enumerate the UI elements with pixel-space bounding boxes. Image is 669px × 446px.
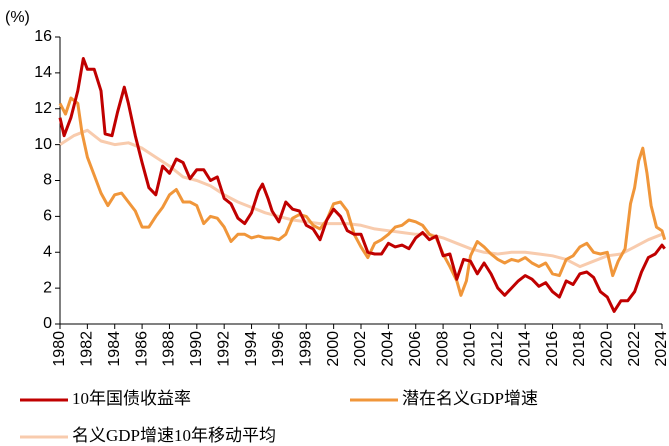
x-tick-label: 1994 [243, 331, 260, 367]
x-tick-label: 2002 [352, 331, 369, 367]
x-tick-label: 2004 [380, 331, 397, 367]
legend-label: 名义GDP增速10年移动平均 [72, 426, 276, 445]
x-tick-label: 2016 [544, 331, 561, 367]
series-line [58, 57, 666, 313]
x-tick-label: 1984 [106, 331, 123, 367]
x-tick-label: 2014 [516, 331, 533, 367]
x-tick-label: 2018 [571, 331, 588, 367]
x-tick-label: 2012 [489, 331, 506, 367]
series-line [59, 128, 663, 269]
legend-label: 潜在名义GDP增速 [402, 389, 538, 408]
y-tick-label: 6 [43, 208, 52, 225]
y-tick-label: 2 [43, 279, 52, 296]
x-tick-label: 1988 [161, 331, 178, 367]
x-tick-label: 2022 [626, 331, 643, 367]
x-tick-label: 1986 [133, 331, 150, 367]
x-tick-label: 1982 [79, 331, 96, 367]
y-tick-label: 14 [34, 64, 52, 81]
y-tick-label: 8 [43, 172, 52, 189]
x-tick-label: 2020 [598, 331, 615, 367]
y-tick-label: 4 [43, 243, 52, 260]
y-tick-label: 10 [34, 136, 52, 153]
x-tick-label: 2024 [653, 331, 669, 367]
x-tick-label: 1992 [215, 331, 232, 367]
legend-label: 10年国债收益率 [72, 389, 191, 408]
x-tick-label: 1990 [188, 331, 205, 367]
x-tick-label: 2000 [325, 331, 342, 367]
series-line [58, 96, 667, 297]
x-tick-label: 2010 [462, 331, 479, 367]
y-tick-label: 16 [34, 28, 52, 45]
x-tick-label: 2006 [407, 331, 424, 367]
x-tick-label: 1996 [270, 331, 287, 367]
y-tick-label: 12 [34, 100, 52, 117]
x-tick-label: 1998 [297, 331, 314, 367]
x-tick-label: 1980 [51, 331, 68, 367]
x-tick-label: 2008 [434, 331, 451, 367]
y-tick-label: 0 [43, 315, 52, 332]
y-axis-label: (%) [5, 9, 30, 26]
